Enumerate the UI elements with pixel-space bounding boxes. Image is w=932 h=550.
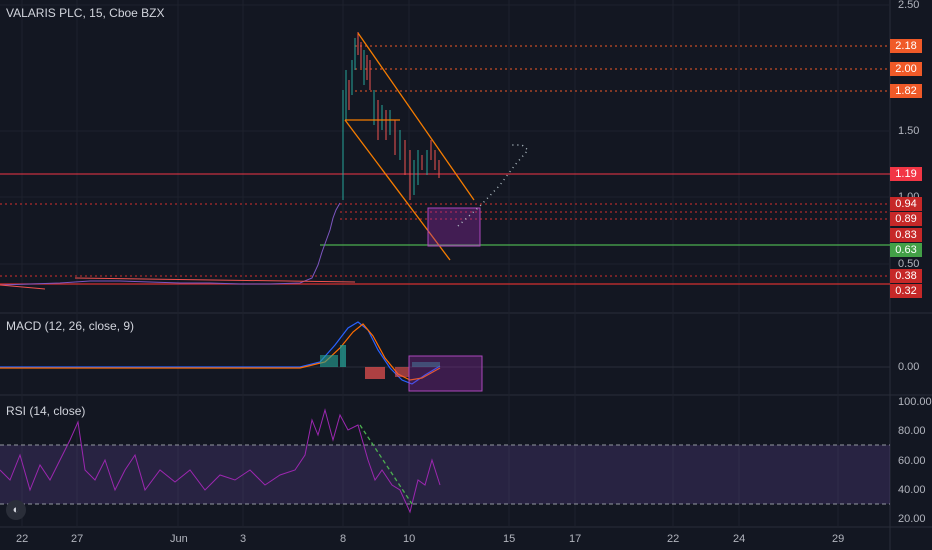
- level-badge-1-82[interactable]: 1.82: [890, 84, 922, 98]
- rsi-tick: 80.00: [898, 425, 926, 437]
- time-label: 17: [569, 533, 582, 545]
- macd-axis-value: 0.00: [898, 361, 920, 373]
- symbol-label[interactable]: VALARIS PLC, 15, Cboe BZX: [6, 6, 165, 20]
- price-candles: [342, 32, 440, 200]
- rsi-tick: 20.00: [898, 513, 926, 525]
- price-axis[interactable]: 2.50 1.50 1.00 0.50 2.18 2.00 1.82 1.19 …: [890, 0, 932, 527]
- time-label: 8: [340, 533, 347, 545]
- rsi-band: [0, 445, 890, 504]
- time-label: 24: [733, 533, 746, 545]
- macd-histogram: [320, 345, 440, 379]
- rsi-trendline[interactable]: [359, 424, 413, 505]
- time-axis[interactable]: 22 27 Jun 3 8 10 15 17 22 24 29: [0, 528, 890, 550]
- time-label: Jun: [170, 533, 188, 545]
- target-zone-box[interactable]: [427, 207, 481, 247]
- level-badge-0-94[interactable]: 0.94: [890, 197, 922, 211]
- rsi-tick: 60.00: [898, 455, 926, 467]
- rsi-tick: 40.00: [898, 484, 926, 496]
- level-badge-0-83[interactable]: 0.83: [890, 228, 922, 242]
- tradingview-logo-icon[interactable]: ◐: [6, 500, 26, 520]
- level-badge-2-18[interactable]: 2.18: [890, 39, 922, 53]
- time-label: 15: [503, 533, 516, 545]
- trendline-flat: [74, 277, 356, 283]
- level-lines[interactable]: [0, 45, 890, 285]
- price-base-line-red: [0, 284, 46, 290]
- time-label: 22: [16, 533, 29, 545]
- price-tick: 2.50: [898, 0, 920, 11]
- level-badge-1-19[interactable]: 1.19: [890, 167, 922, 181]
- time-label: 3: [240, 533, 247, 545]
- price-pane[interactable]: [0, 0, 890, 312]
- price-tick: 1.50: [898, 125, 920, 137]
- level-badge-0-89[interactable]: 0.89: [890, 212, 922, 226]
- level-badge-0-63[interactable]: 0.63: [890, 243, 922, 257]
- price-base-line: [0, 202, 341, 286]
- time-label: 10: [403, 533, 416, 545]
- rsi-tick: 100.00: [898, 396, 932, 408]
- macd-highlight-box[interactable]: [408, 355, 483, 392]
- macd-pane[interactable]: [0, 314, 890, 394]
- price-tick: 0.50: [898, 258, 920, 270]
- level-badge-0-38[interactable]: 0.38: [890, 269, 922, 283]
- time-label: 29: [832, 533, 845, 545]
- macd-label[interactable]: MACD (12, 26, close, 9): [6, 319, 135, 333]
- grid-horizontal: [0, 4, 890, 265]
- level-badge-0-32[interactable]: 0.32: [890, 284, 922, 298]
- rsi-label[interactable]: RSI (14, close): [6, 404, 86, 418]
- time-label: 27: [71, 533, 84, 545]
- rsi-line: [0, 408, 441, 514]
- level-badge-2-00[interactable]: 2.00: [890, 62, 922, 76]
- rsi-axis[interactable]: 100.00 80.00 60.00 40.00 20.00: [890, 396, 932, 526]
- descending-channel[interactable]: [344, 32, 475, 261]
- time-label: 22: [667, 533, 680, 545]
